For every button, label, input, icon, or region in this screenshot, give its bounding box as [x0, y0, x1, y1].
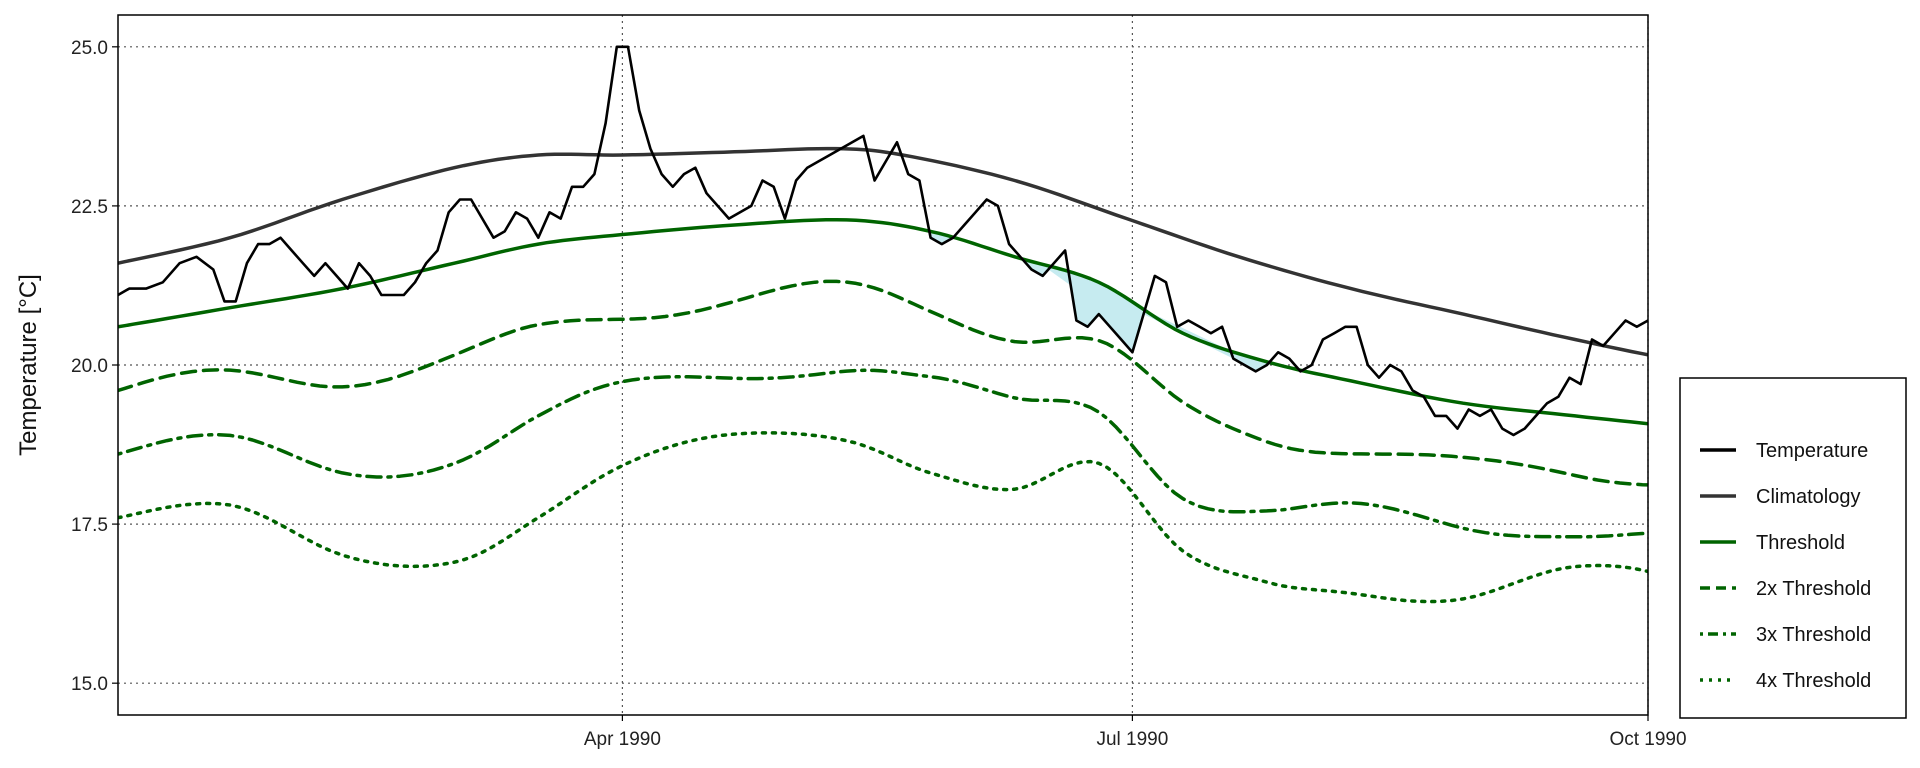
x-tick-label: Jul 1990: [1096, 729, 1168, 750]
y-axis: 15.0 17.5 20.0 22.5 25.0: [71, 38, 118, 695]
x-tick-label: Oct 1990: [1609, 729, 1686, 750]
line-threshold: [118, 217, 1648, 426]
x-tick-label: Apr 1990: [584, 729, 661, 750]
y-axis-title: Temperature [°C]: [15, 274, 42, 456]
event-fills: [930, 231, 1267, 372]
legend-label: 2x Threshold: [1756, 578, 1871, 600]
y-tick-label: 17.5: [71, 515, 108, 536]
legend-label: Climatology: [1756, 486, 1860, 508]
legend-label: Temperature: [1756, 440, 1868, 462]
y-tick-label: 15.0: [71, 674, 108, 695]
legend-box: [1679, 377, 1907, 719]
line-2x-threshold: [118, 279, 1648, 487]
line-temperature: [118, 45, 1648, 437]
series-lines: [118, 45, 1648, 604]
y-tick-label: 22.5: [71, 197, 108, 218]
line-3x-threshold: [118, 368, 1648, 539]
y-tick-label: 25.0: [71, 38, 108, 59]
line-4x-threshold: [118, 431, 1648, 604]
line-climatology: [118, 146, 1648, 357]
legend-label: 3x Threshold: [1756, 624, 1871, 646]
y-tick-label: 20.0: [71, 356, 108, 377]
grid: [118, 15, 1649, 715]
legend: Temperature Climatology Threshold 2x Thresh…: [1679, 377, 1907, 719]
x-axis: Apr 1990 Jul 1990 Oct 1990: [584, 715, 1687, 750]
legend-label: Threshold: [1756, 532, 1845, 554]
legend-label: 4x Threshold: [1756, 670, 1871, 692]
event-fill: [930, 231, 1267, 372]
